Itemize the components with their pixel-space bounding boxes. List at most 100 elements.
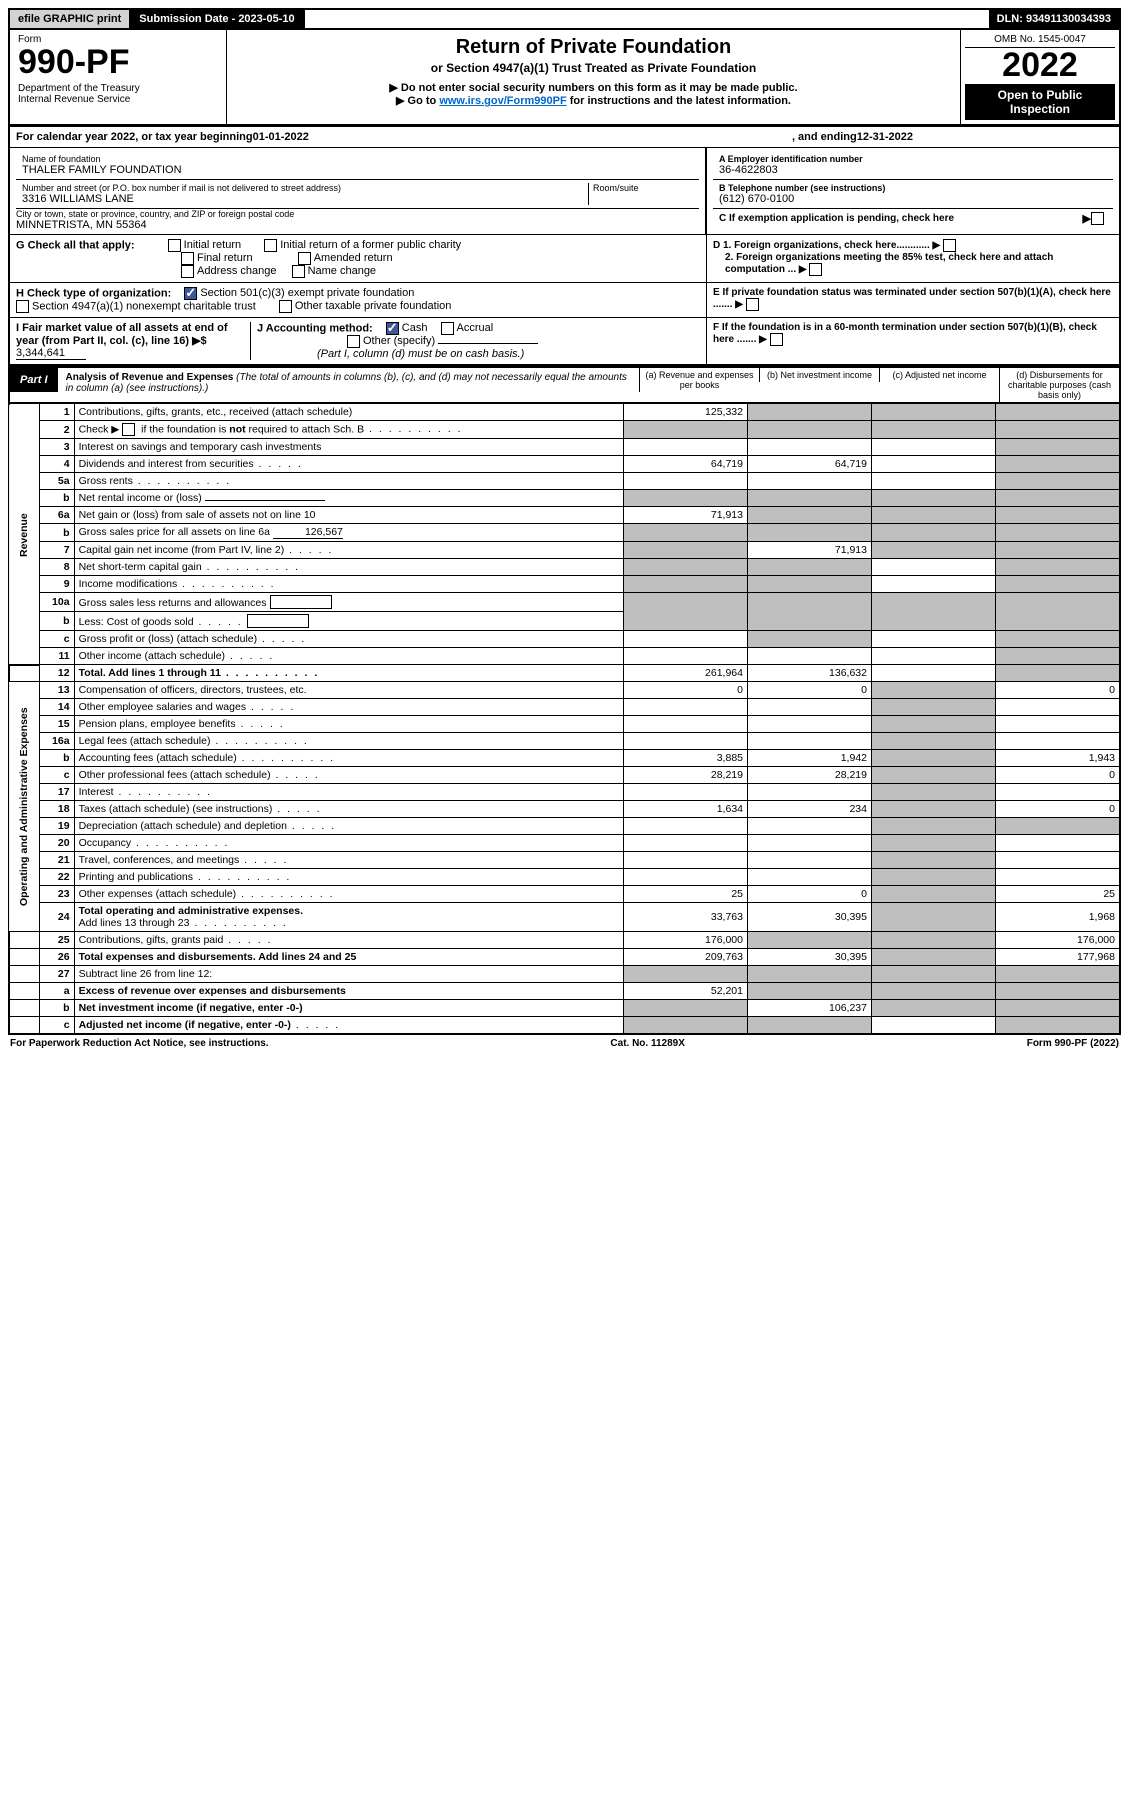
row-3: 3 Interest on savings and temporary cash… <box>9 439 1120 456</box>
r27-num: 27 <box>39 966 74 983</box>
r23-a: 25 <box>624 886 748 903</box>
initial-return-checkbox[interactable] <box>168 239 181 252</box>
name-change-checkbox[interactable] <box>292 265 305 278</box>
j-cash: Cash <box>402 322 428 334</box>
row-1: Revenue 1 Contributions, gifts, grants, … <box>9 404 1120 421</box>
r26-num: 26 <box>39 949 74 966</box>
r25-num: 25 <box>39 932 74 949</box>
r18-b: 234 <box>748 801 872 818</box>
cash-checkbox[interactable] <box>386 322 399 335</box>
row-27b: b Net investment income (if negative, en… <box>9 1000 1120 1017</box>
r27a-a: 52,201 <box>624 983 748 1000</box>
r15-desc: Pension plans, employee benefits <box>74 716 623 733</box>
r8-num: 8 <box>39 559 74 576</box>
form-header: Form 990-PF Department of the Treasury I… <box>8 30 1121 126</box>
row-23: 23 Other expenses (attach schedule) 25 0… <box>9 886 1120 903</box>
r25-d: 176,000 <box>996 932 1121 949</box>
submission-date: Submission Date - 2023-05-10 <box>131 10 304 28</box>
f-checkbox[interactable] <box>770 333 783 346</box>
arrow-icon: ▶ <box>1083 212 1091 225</box>
r5b-num: b <box>39 490 74 507</box>
col-d-head: (d) Disbursements for charitable purpose… <box>999 368 1119 402</box>
identity-row-1: Name of foundation THALER FAMILY FOUNDAT… <box>8 148 1121 235</box>
row-16c: c Other professional fees (attach schedu… <box>9 767 1120 784</box>
r13-a: 0 <box>624 682 748 699</box>
row-24: 24 Total operating and administrative ex… <box>9 903 1120 932</box>
col-a-head: (a) Revenue and expenses per books <box>639 368 759 392</box>
addr-label: Number and street (or P.O. box number if… <box>22 183 588 193</box>
row-27: 27 Subtract line 26 from line 12: <box>9 966 1120 983</box>
r10a-desc: Gross sales less returns and allowances <box>74 593 623 612</box>
address-change-checkbox[interactable] <box>181 265 194 278</box>
r23-num: 23 <box>39 886 74 903</box>
e-label: E If private foundation status was termi… <box>713 287 1111 310</box>
r22-desc: Printing and publications <box>74 869 623 886</box>
r16a-num: 16a <box>39 733 74 750</box>
g-opt-3: Amended return <box>314 252 393 264</box>
d1-checkbox[interactable] <box>943 239 956 252</box>
section-i-j-f: I Fair market value of all assets at end… <box>8 318 1121 366</box>
r27a-num: a <box>39 983 74 1000</box>
other-taxable-checkbox[interactable] <box>279 300 292 313</box>
501c3-checkbox[interactable] <box>184 287 197 300</box>
r4-desc: Dividends and interest from securities <box>74 456 623 473</box>
cal-pre: For calendar year 2022, or tax year begi… <box>16 131 253 143</box>
r14-desc: Other employee salaries and wages <box>74 699 623 716</box>
r21-num: 21 <box>39 852 74 869</box>
schb-checkbox[interactable] <box>122 423 135 436</box>
r5a-desc: Gross rents <box>74 473 623 490</box>
other-method-checkbox[interactable] <box>347 335 360 348</box>
top-bar: efile GRAPHIC print Submission Date - 20… <box>8 8 1121 30</box>
h-label: H Check type of organization: <box>16 287 171 299</box>
form-title: Return of Private Foundation <box>233 36 954 59</box>
r24-b: 30,395 <box>748 903 872 932</box>
row-22: 22 Printing and publications <box>9 869 1120 886</box>
r1-b <box>748 404 872 421</box>
r1-a: 125,332 <box>624 404 748 421</box>
r11-desc: Other income (attach schedule) <box>74 648 623 665</box>
r6a-num: 6a <box>39 507 74 524</box>
r10c-num: c <box>39 631 74 648</box>
r3-num: 3 <box>39 439 74 456</box>
cal-begin: 01-01-2022 <box>253 131 309 143</box>
r23-desc: Other expenses (attach schedule) <box>74 886 623 903</box>
r24-num: 24 <box>39 903 74 932</box>
j-accrual: Accrual <box>457 322 494 334</box>
r10c-desc: Gross profit or (loss) (attach schedule) <box>74 631 623 648</box>
amended-return-checkbox[interactable] <box>298 252 311 265</box>
row-18: 18 Taxes (attach schedule) (see instruct… <box>9 801 1120 818</box>
r1-num: 1 <box>39 404 74 421</box>
r4-a: 64,719 <box>624 456 748 473</box>
r2-num: 2 <box>39 421 74 439</box>
city-state-zip: MINNETRISTA, MN 55364 <box>16 219 699 231</box>
d2-checkbox[interactable] <box>809 263 822 276</box>
r5a-num: 5a <box>39 473 74 490</box>
e-checkbox[interactable] <box>746 298 759 311</box>
r16c-a: 28,219 <box>624 767 748 784</box>
irs-link[interactable]: www.irs.gov/Form990PF <box>439 95 566 107</box>
cal-mid: , and ending <box>792 131 857 143</box>
r6b-val: 126,567 <box>273 526 343 539</box>
r26-d: 177,968 <box>996 949 1121 966</box>
exemption-checkbox[interactable] <box>1091 212 1104 225</box>
r21-desc: Travel, conferences, and meetings <box>74 852 623 869</box>
r12-a: 261,964 <box>624 665 748 682</box>
r14-num: 14 <box>39 699 74 716</box>
calendar-year-row: For calendar year 2022, or tax year begi… <box>8 126 1121 148</box>
row-5b: b Net rental income or (loss) <box>9 490 1120 507</box>
initial-former-checkbox[interactable] <box>264 239 277 252</box>
final-return-checkbox[interactable] <box>181 252 194 265</box>
4947-checkbox[interactable] <box>16 300 29 313</box>
row-6b: b Gross sales price for all assets on li… <box>9 524 1120 542</box>
accrual-checkbox[interactable] <box>441 322 454 335</box>
row-17: 17 Interest <box>9 784 1120 801</box>
r26-a: 209,763 <box>624 949 748 966</box>
r16c-b: 28,219 <box>748 767 872 784</box>
row-9: 9 Income modifications <box>9 576 1120 593</box>
efile-print-label[interactable]: efile GRAPHIC print <box>10 10 131 28</box>
expenses-side-label: Operating and Administrative Expenses <box>9 682 39 932</box>
r16b-d: 1,943 <box>996 750 1121 767</box>
row-10c: c Gross profit or (loss) (attach schedul… <box>9 631 1120 648</box>
g-opt-0: Initial return <box>184 239 241 251</box>
r24-a: 33,763 <box>624 903 748 932</box>
